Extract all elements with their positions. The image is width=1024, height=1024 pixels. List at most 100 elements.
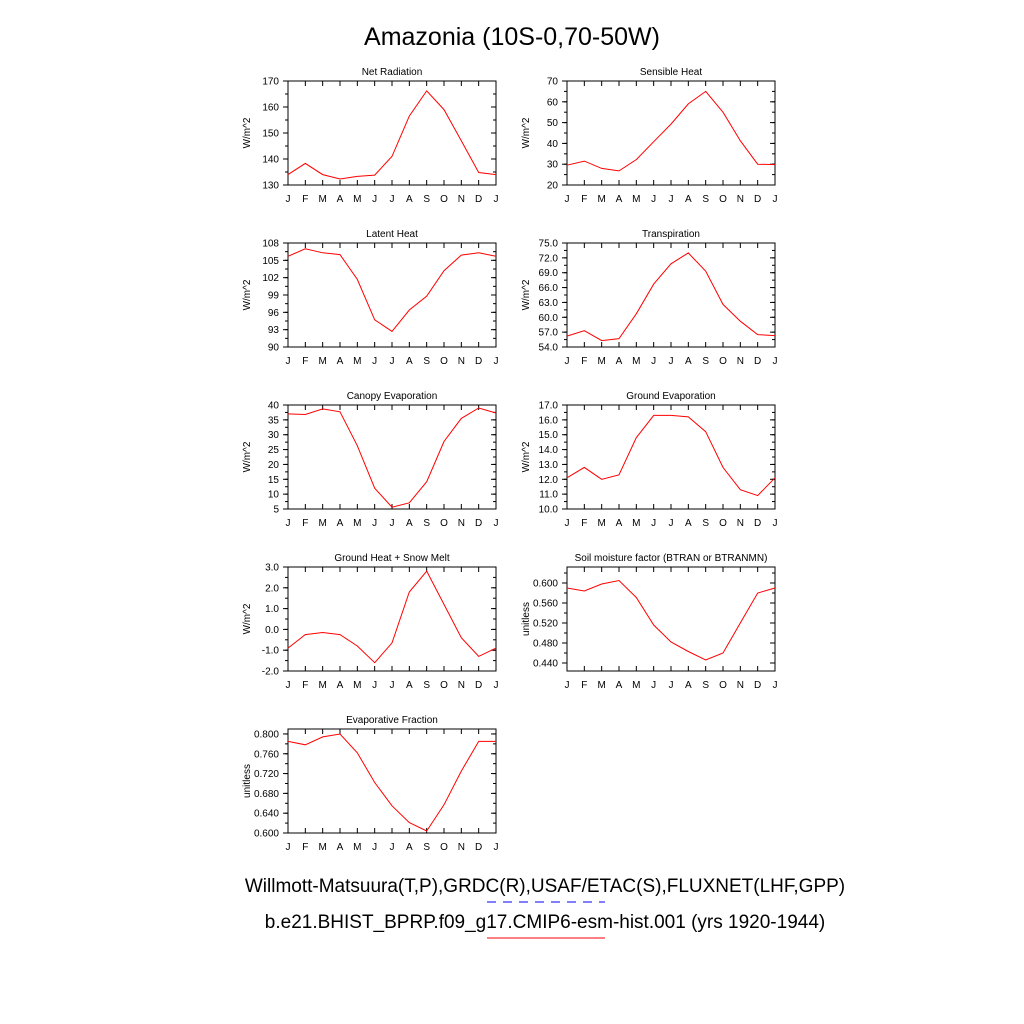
x-tick-label: A: [337, 194, 344, 205]
y-tick-label: 50: [547, 118, 559, 129]
y-tick-label: 35: [268, 415, 280, 426]
series-line: [287, 90, 497, 180]
series-line: [287, 407, 497, 508]
x-tick-label: J: [390, 680, 395, 691]
x-tick-label: M: [597, 518, 605, 529]
series-line: [566, 252, 776, 342]
x-tick-label: A: [685, 518, 692, 529]
x-tick-label: O: [440, 680, 448, 691]
x-tick-label: D: [754, 680, 761, 691]
y-tick-label: 5: [273, 505, 279, 516]
y-tick-label: 25: [268, 445, 280, 456]
y-tick-label: 170: [262, 77, 279, 88]
x-tick-label: O: [719, 356, 727, 367]
series-line: [566, 90, 776, 172]
x-tick-label: J: [494, 842, 499, 853]
x-tick-label: M: [597, 356, 605, 367]
y-axis-label: W/m^2: [242, 279, 253, 310]
y-tick-label: 15.0: [539, 430, 559, 441]
x-tick-label: N: [737, 680, 744, 691]
x-tick-label: M: [597, 194, 605, 205]
x-tick-label: J: [565, 356, 570, 367]
x-tick-label: M: [632, 518, 640, 529]
x-tick-label: F: [302, 194, 308, 205]
x-tick-label: J: [651, 194, 656, 205]
x-tick-label: M: [353, 680, 361, 691]
x-tick-label: J: [669, 518, 674, 529]
panel-title: Ground Evaporation: [626, 391, 716, 402]
x-tick-label: M: [632, 356, 640, 367]
x-tick-label: A: [616, 194, 623, 205]
y-tick-label: 105: [262, 256, 279, 267]
x-tick-label: A: [337, 680, 344, 691]
y-tick-label: 0.480: [533, 639, 558, 650]
plot-frame: [287, 404, 497, 510]
y-tick-label: 0.680: [254, 789, 279, 800]
y-tick-label: 0.760: [254, 749, 279, 760]
x-tick-label: J: [390, 518, 395, 529]
series-line: [566, 414, 776, 497]
y-axis-label: W/m^2: [521, 441, 532, 472]
panel-title: Evaporative Fraction: [346, 715, 438, 726]
x-tick-label: A: [337, 518, 344, 529]
x-tick-label: N: [458, 194, 465, 205]
y-axis-label: unitless: [521, 602, 532, 636]
x-tick-label: M: [353, 518, 361, 529]
x-tick-label: S: [423, 518, 430, 529]
x-tick-label: M: [318, 518, 326, 529]
y-tick-label: 54.0: [539, 343, 559, 354]
y-tick-label: 69.0: [539, 268, 559, 279]
plot-frame: [566, 80, 776, 186]
y-tick-label: 13.0: [539, 460, 559, 471]
x-tick-label: J: [651, 518, 656, 529]
x-tick-label: M: [318, 680, 326, 691]
x-tick-label: D: [475, 194, 482, 205]
panel-title: Latent Heat: [366, 229, 418, 240]
x-tick-label: M: [597, 680, 605, 691]
x-tick-label: J: [651, 356, 656, 367]
x-tick-label: N: [458, 680, 465, 691]
x-tick-label: F: [581, 518, 587, 529]
x-tick-label: D: [475, 356, 482, 367]
x-tick-label: O: [440, 518, 448, 529]
x-tick-label: D: [754, 518, 761, 529]
x-tick-label: J: [286, 680, 291, 691]
y-tick-label: 16.0: [539, 415, 559, 426]
y-tick-label: 0.560: [533, 599, 558, 610]
y-tick-label: 1.0: [265, 604, 279, 615]
x-tick-label: J: [372, 518, 377, 529]
y-tick-label: 70: [547, 77, 559, 88]
panel-title: Canopy Evaporation: [347, 391, 438, 402]
x-tick-label: A: [616, 680, 623, 691]
series-line: [287, 248, 497, 333]
x-tick-label: O: [719, 518, 727, 529]
y-axis-label: W/m^2: [242, 117, 253, 148]
y-tick-label: 12.0: [539, 475, 559, 486]
x-tick-label: D: [475, 518, 482, 529]
x-tick-label: A: [337, 356, 344, 367]
x-tick-label: N: [737, 356, 744, 367]
x-tick-label: J: [390, 194, 395, 205]
x-tick-label: J: [565, 680, 570, 691]
panel-title: Ground Heat + Snow Melt: [334, 553, 450, 564]
x-tick-label: J: [390, 356, 395, 367]
y-tick-label: 20: [547, 181, 559, 192]
y-tick-label: 160: [262, 103, 279, 114]
x-tick-label: J: [372, 194, 377, 205]
x-tick-label: O: [440, 194, 448, 205]
y-tick-label: 0.600: [254, 829, 279, 840]
y-tick-label: 66.0: [539, 283, 559, 294]
y-tick-label: 15: [268, 475, 280, 486]
y-tick-label: 30: [268, 430, 280, 441]
x-tick-label: J: [565, 518, 570, 529]
y-tick-label: 0.800: [254, 729, 279, 740]
x-tick-label: A: [337, 842, 344, 853]
y-tick-label: -1.0: [262, 646, 280, 657]
legend-label: b.e21.BHIST_BPRP.f09_g17.CMIP6-esm-hist.…: [265, 912, 825, 933]
x-tick-label: J: [494, 356, 499, 367]
y-tick-label: 40: [547, 139, 559, 150]
x-tick-label: M: [318, 194, 326, 205]
y-tick-label: 60: [547, 97, 559, 108]
